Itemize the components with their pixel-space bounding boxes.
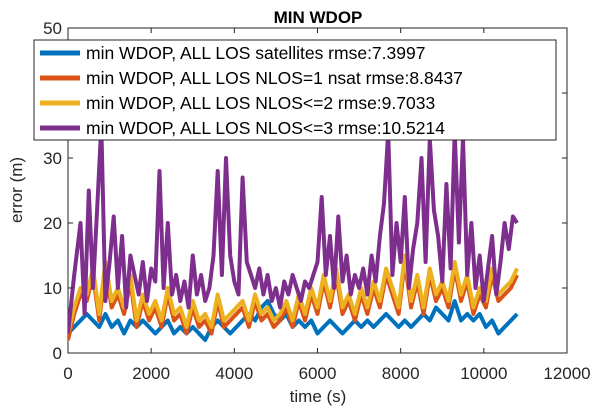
y-axis-label: error (m) xyxy=(7,157,26,223)
x-axis-label: time (s) xyxy=(290,387,347,406)
x-tick-label-6000: 6000 xyxy=(299,364,337,383)
legend-label-3: min WDOP, ALL LOS NLOS<=2 rmse:9.7033 xyxy=(86,93,435,113)
y-tick-label-20: 20 xyxy=(43,214,62,233)
x-tick-label-2000: 2000 xyxy=(132,364,170,383)
y-tick-label-30: 30 xyxy=(43,149,62,168)
x-tick-label-12000: 12000 xyxy=(543,364,590,383)
x-tick-label-8000: 8000 xyxy=(382,364,420,383)
legend-label-2: min WDOP, ALL LOS NLOS=1 nsat rmse:8.843… xyxy=(86,68,463,88)
x-tick-label-10000: 10000 xyxy=(460,364,507,383)
y-tick-label-10: 10 xyxy=(43,279,62,298)
y-tick-label-0: 0 xyxy=(53,344,62,363)
chart-title: MIN WDOP xyxy=(274,8,363,27)
legend-box xyxy=(33,39,557,141)
legend-label-4: min WDOP, ALL LOS NLOS<=3 rmse:10.5214 xyxy=(86,118,445,138)
series-group xyxy=(68,123,519,342)
x-tick-label-4000: 4000 xyxy=(215,364,253,383)
x-tick-label-0: 0 xyxy=(63,364,72,383)
legend-label-1: min WDOP, ALL LOS satellites rmse:7.3997 xyxy=(86,43,425,63)
y-tick-label-50: 50 xyxy=(43,19,62,38)
legend-entries: min WDOP, ALL LOS satellites rmse:7.3997… xyxy=(40,43,463,138)
series-line-4 xyxy=(68,123,519,334)
axis-ticks: 02000400060008000100001200001020304050 xyxy=(43,19,591,383)
legend: min WDOP, ALL LOS satellites rmse:7.3997… xyxy=(33,39,557,141)
